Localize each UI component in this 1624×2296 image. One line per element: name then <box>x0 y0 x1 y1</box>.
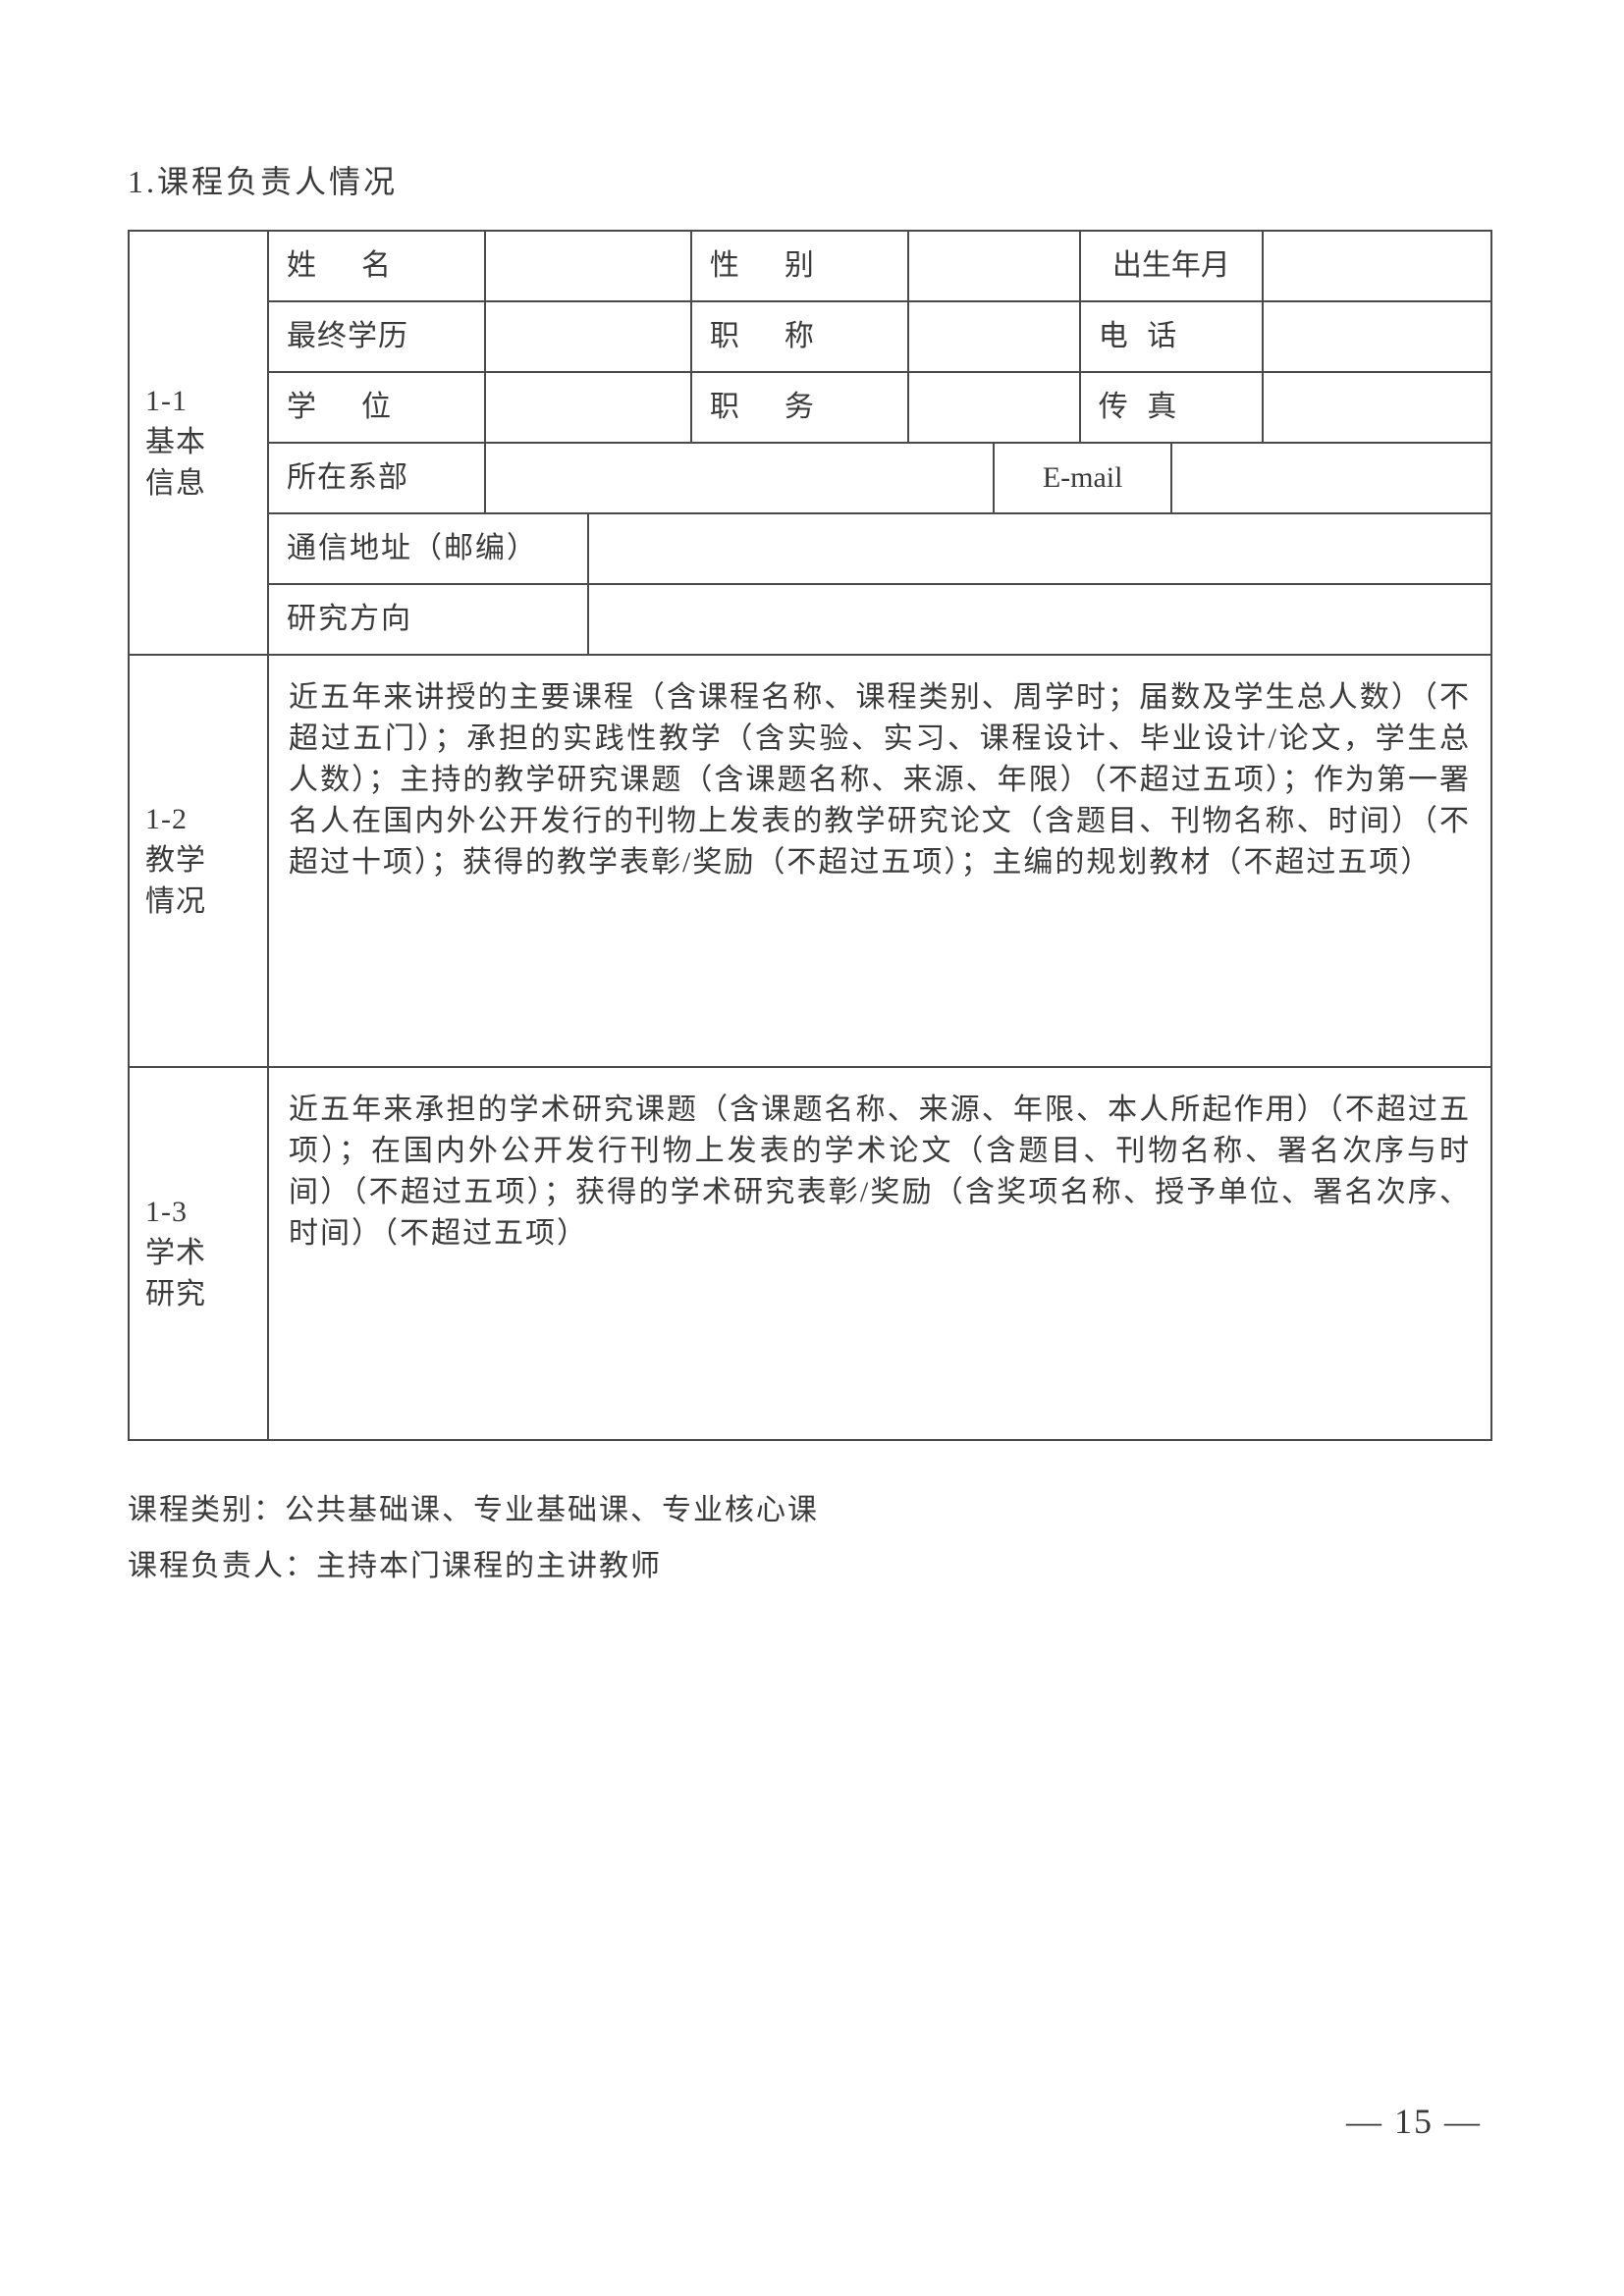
section-1-2-content: 近五年来讲授的主要课程（含课程名称、课程类别、周学时；届数及学生总人数）（不超过… <box>268 655 1491 1067</box>
label-email: E-mail <box>994 443 1170 513</box>
value-fax <box>1263 372 1491 443</box>
page-content: 1.课程负责人情况 1-1基本信息 姓 名 性 别 出生年月 最终学历 职 称 … <box>128 157 1492 1594</box>
value-degree <box>485 372 691 443</box>
label-address: 通信地址（邮编） <box>268 513 588 584</box>
main-form-table: 1-1基本信息 姓 名 性 别 出生年月 最终学历 职 称 电 话 学 位 职 … <box>128 230 1492 1441</box>
value-birth <box>1263 231 1491 301</box>
section-1-3-content: 近五年来承担的学术研究课题（含课题名称、来源、年限、本人所起作用）（不超过五项）… <box>268 1067 1491 1440</box>
section-1-3-label: 1-3学术研究 <box>129 1067 268 1440</box>
value-phone <box>1263 301 1491 372</box>
value-address <box>588 513 1491 584</box>
value-department <box>485 443 994 513</box>
footer-note-2: 课程负责人：主持本门课程的主讲教师 <box>128 1538 1492 1594</box>
value-research-direction <box>588 584 1491 655</box>
label-birth: 出生年月 <box>1080 231 1263 301</box>
label-education: 最终学历 <box>268 301 485 372</box>
label-title: 职 称 <box>691 301 908 372</box>
footer-notes: 课程类别：公共基础课、专业基础课、专业核心课 课程负责人：主持本门课程的主讲教师 <box>128 1482 1492 1594</box>
label-phone: 电 话 <box>1080 301 1263 372</box>
footer-note-1: 课程类别：公共基础课、专业基础课、专业核心课 <box>128 1482 1492 1538</box>
value-email <box>1171 443 1491 513</box>
section-1-2-label: 1-2教学情况 <box>129 655 268 1067</box>
section-title: 1.课程负责人情况 <box>128 157 1492 202</box>
label-degree: 学 位 <box>268 372 485 443</box>
section-1-1-label: 1-1基本信息 <box>129 231 268 655</box>
value-gender <box>908 231 1080 301</box>
value-title <box>908 301 1080 372</box>
value-position <box>908 372 1080 443</box>
value-name <box>485 231 691 301</box>
label-research-direction: 研究方向 <box>268 584 588 655</box>
label-name: 姓 名 <box>268 231 485 301</box>
value-education <box>485 301 691 372</box>
page-number: — 15 — <box>1346 2101 1482 2142</box>
label-department: 所在系部 <box>268 443 485 513</box>
label-position: 职 务 <box>691 372 908 443</box>
label-gender: 性 别 <box>691 231 908 301</box>
label-fax: 传 真 <box>1080 372 1263 443</box>
